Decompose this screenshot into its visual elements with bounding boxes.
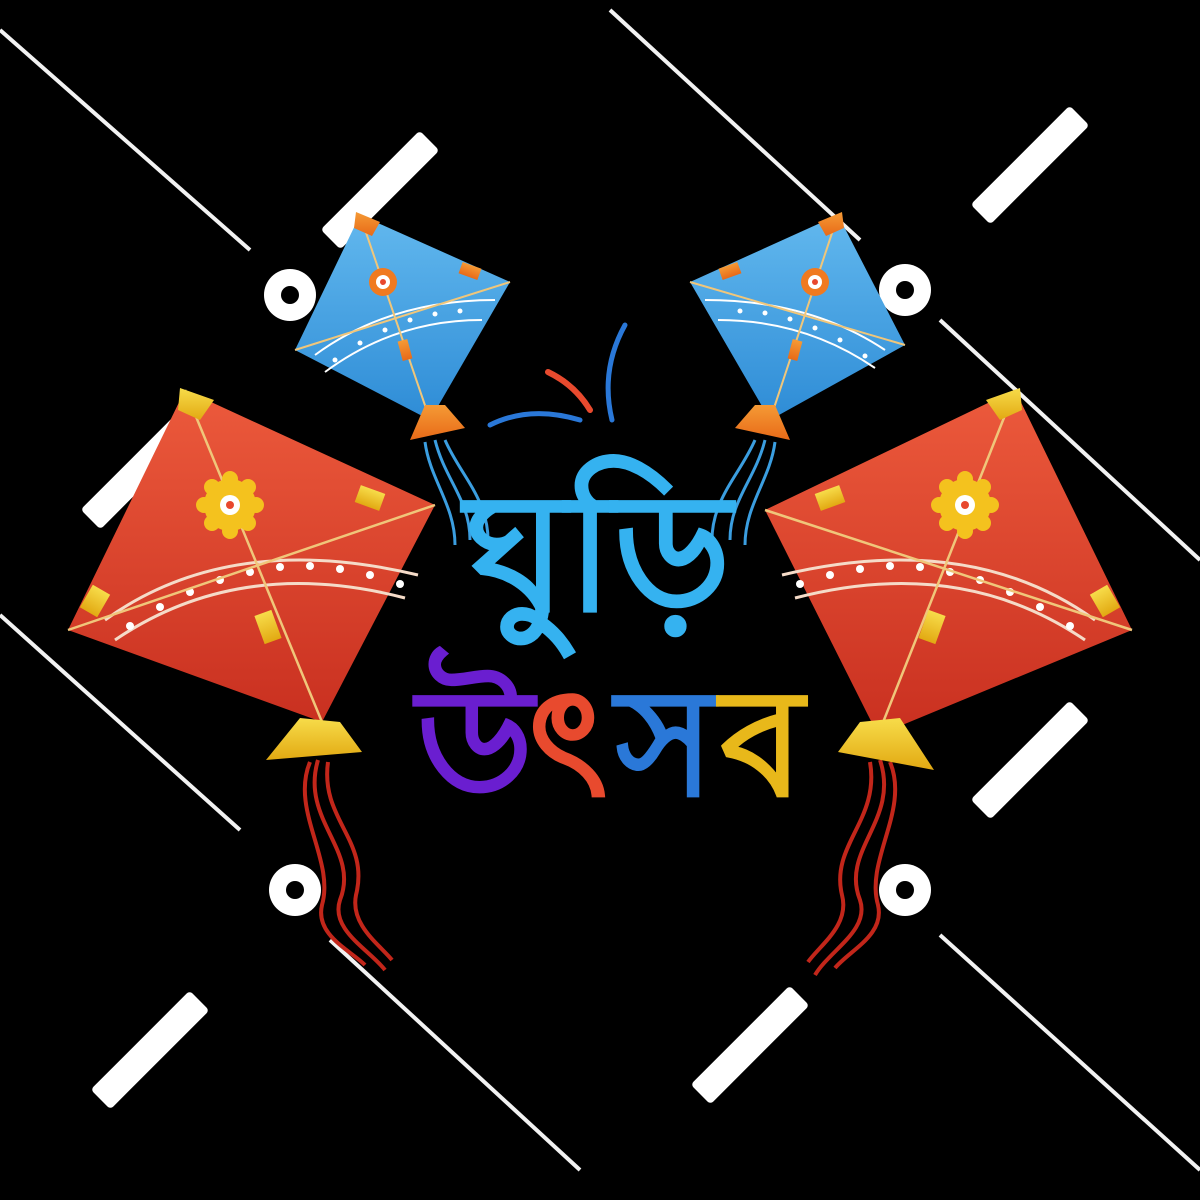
kite-icon [294, 212, 511, 546]
watermark-lines [0, 8, 1200, 1172]
title-line-1: ঘুড়ি [460, 454, 737, 659]
kite-icon [764, 388, 1133, 977]
kite-icon [689, 212, 906, 546]
flower-icon [196, 471, 264, 539]
watermark-stamp-holes [281, 281, 914, 899]
title-glyph-b: ব [715, 657, 808, 831]
title-line-2: উ ৎ স ব [412, 646, 809, 831]
title-glyph-s: স [610, 657, 719, 831]
kite-icon [67, 388, 436, 972]
title-glyph-t: ৎ [528, 657, 608, 831]
title-glyph-u: উ [412, 646, 539, 831]
burst-lines-icon [487, 322, 628, 428]
flower-icon [931, 471, 999, 539]
